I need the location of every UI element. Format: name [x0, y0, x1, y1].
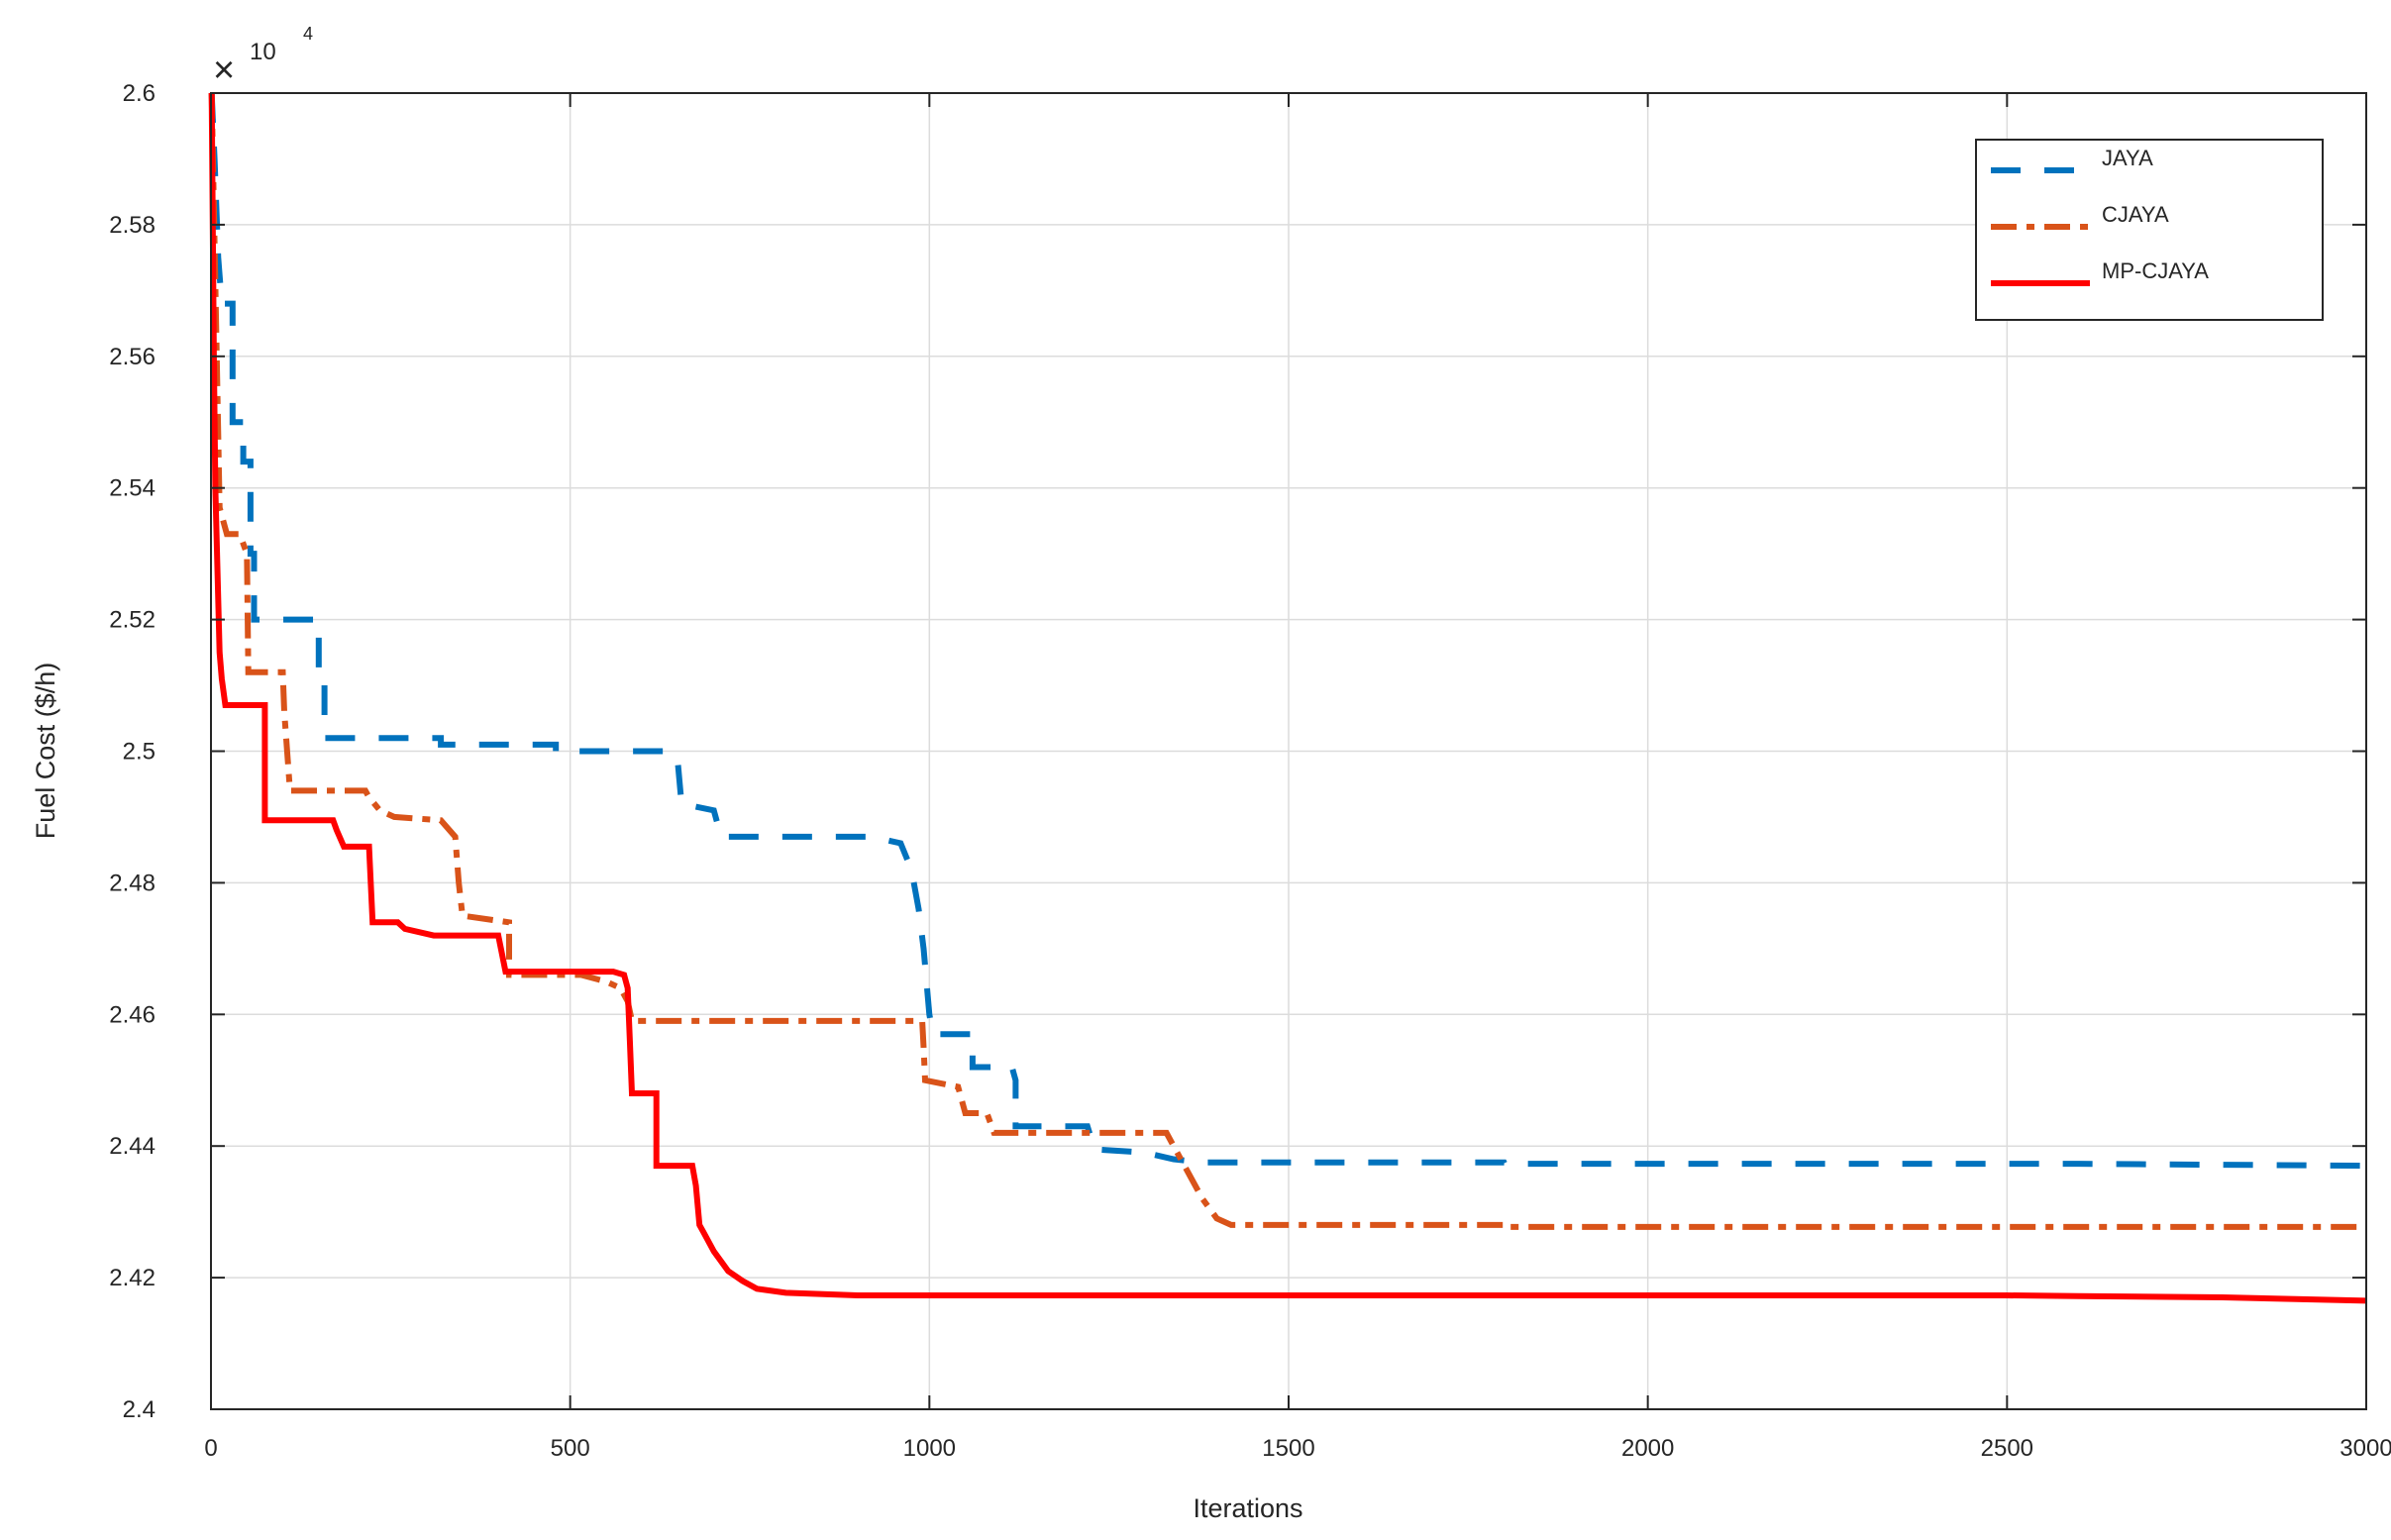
y-multiplier: × 10 4: [213, 24, 313, 91]
y-tick-labels: 2.4 2.42 2.44 2.46 2.48 2.5 2.52 2.54 2.56 2.58 2.…: [109, 80, 156, 1423]
y-tick-label-9: 2.58: [109, 212, 156, 239]
legend-label-mp-cjaya: MP-CJAYA: [2102, 258, 2209, 283]
series-line-mp-cjaya: [208, 92, 2367, 1304]
x-tick-label-2: 1000: [903, 1435, 956, 1462]
x-tick-label-1: 500: [551, 1435, 590, 1462]
y-tick-label-1: 2.42: [109, 1265, 156, 1291]
x-tick-label-5: 2500: [1981, 1435, 2033, 1462]
series-line-cjaya: [208, 92, 2366, 1230]
y-tick-label-5: 2.5: [123, 739, 156, 766]
series-lines: [208, 92, 2367, 1304]
multiplier-exponent: 4: [303, 24, 313, 44]
y-axis-label: Fuel Cost ($/h): [31, 663, 60, 840]
series-line-jaya: [208, 92, 2367, 1170]
multiplier-base: 10: [250, 39, 276, 65]
y-tick-label-8: 2.56: [109, 344, 156, 370]
y-tick-label-3: 2.46: [109, 1001, 156, 1028]
x-tick-label-0: 0: [204, 1435, 217, 1462]
axis-ticks: [210, 92, 2367, 1410]
y-tick-label-0: 2.4: [123, 1396, 156, 1423]
multiplier-symbol: ×: [213, 50, 235, 91]
legend-label-jaya: JAYA: [2102, 146, 2153, 170]
y-tick-label-4: 2.48: [109, 870, 156, 896]
y-tick-label-10: 2.6: [123, 80, 156, 107]
x-tick-label-4: 2000: [1621, 1435, 1674, 1462]
y-tick-label-6: 2.52: [109, 607, 156, 634]
y-tick-label-2: 2.44: [109, 1133, 156, 1160]
legend-label-cjaya: CJAYA: [2102, 202, 2169, 227]
x-tick-label-6: 3000: [2339, 1435, 2391, 1462]
x-axis-label: Iterations: [1193, 1493, 1302, 1523]
x-tick-label-3: 1500: [1262, 1435, 1314, 1462]
legend: JAYA CJAYA MP-CJAYA: [1975, 139, 2324, 321]
y-tick-label-7: 2.54: [109, 475, 156, 502]
x-tick-labels: 0 500 1000 1500 2000 2500 3000: [204, 1435, 2391, 1462]
